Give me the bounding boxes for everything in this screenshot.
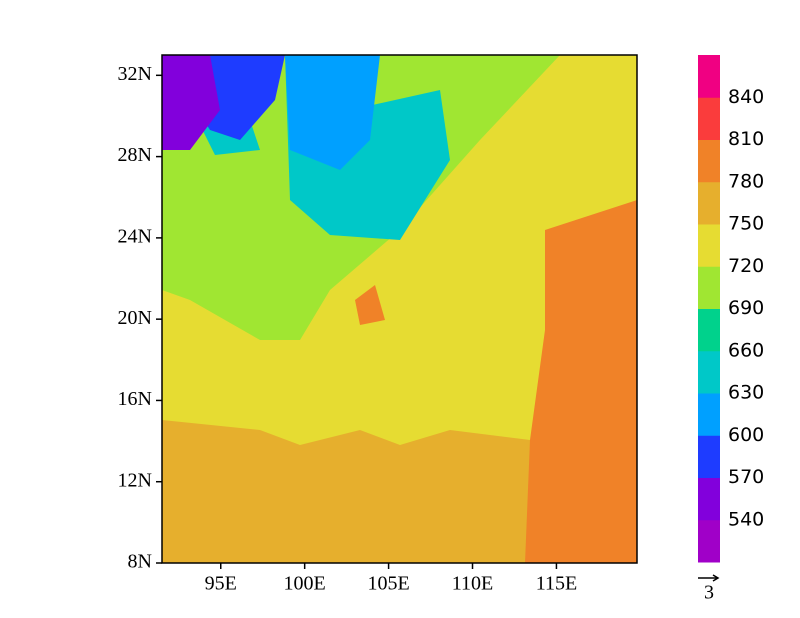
colorbar-label: 720: [728, 255, 764, 277]
colorbar-label: 570: [728, 466, 764, 488]
region: [162, 420, 530, 563]
y-tick-label: 28N: [118, 144, 152, 166]
colorbar-label: 540: [728, 508, 764, 530]
colorbar-band: [698, 97, 720, 140]
region: [162, 55, 220, 150]
colorbar-label: 600: [728, 424, 764, 446]
colorbar-band: [698, 350, 720, 394]
y-tick-label: 20N: [118, 307, 152, 329]
region: [525, 200, 637, 563]
x-tick-label: 110E: [452, 573, 493, 595]
region: [355, 285, 385, 325]
colorbar-band: [698, 393, 720, 436]
colorbar-label: 690: [728, 297, 764, 319]
reference-label: 3: [704, 582, 714, 604]
colorbar-label: 750: [728, 213, 764, 235]
x-tick-label: 100E: [284, 573, 326, 595]
y-tick-label: 24N: [118, 225, 152, 247]
colorbar-band: [698, 55, 720, 98]
y-tick-label: 32N: [118, 63, 152, 85]
colorbar-band: [698, 181, 720, 225]
plot-frame: [161, 54, 638, 564]
y-tick-label: 12N: [118, 469, 152, 491]
colorbar-band: [698, 139, 720, 183]
x-tick-label: 115E: [536, 573, 577, 595]
colorbar-label: 840: [728, 86, 764, 108]
colorbar-band: [698, 519, 720, 563]
colorbar-label: 630: [728, 382, 764, 404]
region: [285, 55, 380, 170]
colorbar-band: [698, 435, 720, 478]
colorbar-band: [698, 308, 720, 352]
y-tick-label: 8N: [128, 551, 152, 573]
colorbar-label: 660: [728, 339, 764, 361]
colorbar-band: [698, 477, 720, 521]
filled-field: [162, 55, 637, 563]
y-tick-label: 16N: [118, 388, 152, 410]
vector-reference: 3: [698, 574, 720, 604]
colorbar-label: 780: [728, 170, 764, 192]
colorbar-band: [698, 266, 720, 309]
x-tick-label: 105E: [367, 573, 409, 595]
x-tick-label: 95E: [205, 573, 237, 595]
colorbar-band: [698, 224, 720, 267]
colorbar-label: 810: [728, 128, 764, 150]
reference-arrow-head: [712, 574, 720, 582]
